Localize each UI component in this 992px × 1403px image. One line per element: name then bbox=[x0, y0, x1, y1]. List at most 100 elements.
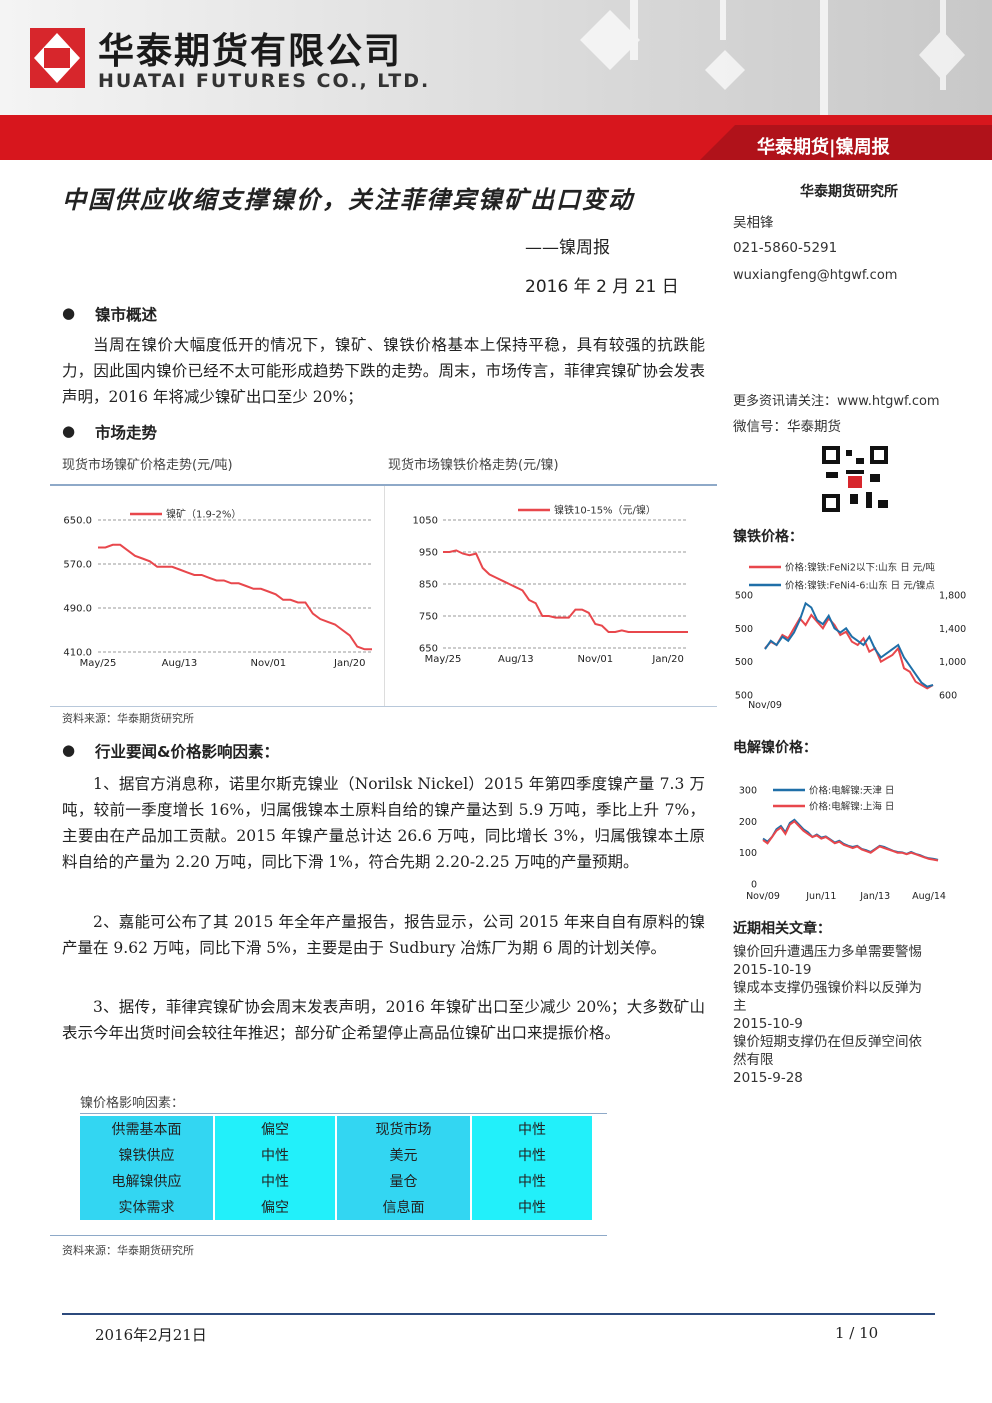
table-row: 实体需求 偏空 信息面 中性 bbox=[80, 1194, 592, 1220]
article-title: 镍成本支撑仍强镍价料以反弹为主 bbox=[733, 980, 922, 1014]
y-tick-label: 500 bbox=[735, 591, 753, 602]
y-tick-label: 1,400 bbox=[939, 624, 966, 635]
y-tick-label: 300 bbox=[739, 786, 757, 797]
y-tick-label: 600 bbox=[939, 691, 957, 702]
table-cell: 现货市场 bbox=[337, 1116, 470, 1142]
paragraph: 当周在镍价大幅度低开的情况下，镍矿、镍铁价格基本上保持平稳，具有较强的抗跌能力，… bbox=[62, 336, 705, 406]
article-date: 2015-10-19 bbox=[733, 962, 812, 978]
rule bbox=[50, 1235, 607, 1236]
factor-table: 供需基本面 偏空 现货市场 中性 镍铁供应 中性 美元 中性 电解镍供应 中性 量仓 中性 实体需求 偏空… bbox=[78, 1116, 594, 1220]
chart: 650 750 850 950 1050 May/25 Aug/13 Nov/01 Jan/20… bbox=[413, 504, 688, 665]
section-heading: 行业要闻&价格影响因素： bbox=[95, 743, 280, 761]
footer-date: 2016年2月21日 bbox=[95, 1326, 207, 1344]
legend-label: 价格:镍铁:FeNi2以下:山东 日 元/吨 bbox=[785, 562, 935, 574]
x-tick-label: Jun/11 bbox=[805, 891, 836, 902]
chart: 500 500 500 500 600 1,000 1,400 1,800 Nov/09 价格:镍… bbox=[735, 562, 966, 712]
rule bbox=[80, 1113, 607, 1114]
phone: 021-5860-5291 bbox=[733, 240, 838, 256]
data-line bbox=[443, 549, 688, 633]
title: 中国供应收缩支撑镍价，关注菲律宾镍矿出口变动 bbox=[62, 185, 634, 214]
rule bbox=[50, 706, 717, 707]
y-tick-label: 1050 bbox=[413, 516, 438, 527]
table-cell: 偏空 bbox=[215, 1194, 335, 1220]
y-tick-label: 100 bbox=[739, 848, 757, 859]
x-tick-label: Nov/09 bbox=[748, 700, 782, 711]
chart: 0 100 200 300 Nov/09 Jun/11 Jan/13 Aug/14 价格:电解镍… bbox=[739, 785, 946, 903]
article-date: 2015-9-28 bbox=[733, 1070, 803, 1086]
table-cell: 信息面 bbox=[337, 1194, 470, 1220]
data-line bbox=[98, 543, 372, 651]
red-band: 华泰期货|镍周报 bbox=[0, 115, 992, 160]
y-tick-label: 850 bbox=[419, 580, 438, 591]
y-tick-label: 570.0 bbox=[63, 560, 92, 571]
table-cell: 供需基本面 bbox=[80, 1116, 213, 1142]
wechat: 微信号：华泰期货 bbox=[733, 419, 841, 435]
table-row: 供需基本面 偏空 现货市场 中性 bbox=[80, 1116, 592, 1142]
header-band: 华泰期货有限公司 HUATAI FUTURES CO., LTD. bbox=[0, 0, 992, 115]
y-tick-label: 1,000 bbox=[939, 657, 966, 668]
footer-rule bbox=[62, 1313, 935, 1315]
x-tick-label: Aug/13 bbox=[498, 654, 534, 665]
y-tick-label: 1,800 bbox=[939, 591, 966, 602]
qr-code bbox=[820, 444, 890, 514]
table-cell: 美元 bbox=[337, 1142, 470, 1168]
article-date: 2015-10-9 bbox=[733, 1016, 803, 1032]
y-tick-label: 950 bbox=[419, 548, 438, 559]
table-cell: 镍铁供应 bbox=[80, 1142, 213, 1168]
chart-gap bbox=[384, 486, 397, 706]
more-info: 更多资讯请关注：www.htgwf.com bbox=[733, 394, 940, 409]
data-line bbox=[762, 819, 939, 862]
legend-label: 镍矿（1.9-2%） bbox=[166, 508, 241, 521]
banner: 华泰期货|镍周报 bbox=[757, 137, 890, 158]
related-title: 近期相关文章： bbox=[733, 921, 831, 937]
x-tick-label: Aug/13 bbox=[162, 658, 198, 669]
bullet: ● bbox=[62, 422, 76, 440]
electro-title: 电解镍价格： bbox=[733, 740, 817, 756]
data-line bbox=[764, 601, 934, 688]
x-tick-label: Nov/01 bbox=[577, 654, 613, 665]
y-tick-label: 500 bbox=[735, 657, 753, 668]
table-row: 电解镍供应 中性 量仓 中性 bbox=[80, 1168, 592, 1194]
y-tick-label: 200 bbox=[739, 817, 757, 828]
y-tick-label: 0 bbox=[751, 880, 757, 891]
table-cell: 中性 bbox=[472, 1142, 592, 1168]
table-cell: 中性 bbox=[472, 1116, 592, 1142]
table-cell: 中性 bbox=[215, 1142, 335, 1168]
y-tick-label: 500 bbox=[735, 624, 753, 635]
x-tick-label: May/25 bbox=[80, 658, 117, 669]
article-title: 镍价回升遭遇压力多单需要警惕 bbox=[733, 944, 922, 960]
chart-title: 现货市场镍矿价格走势(元/吨) bbox=[62, 458, 233, 473]
y-tick-label: 650.0 bbox=[63, 516, 92, 527]
table-caption: 镍价格影响因素： bbox=[80, 1096, 185, 1111]
table-cell: 量仓 bbox=[337, 1168, 470, 1194]
subtitle: ——镍周报 bbox=[525, 238, 610, 258]
x-tick-label: Nov/01 bbox=[251, 658, 287, 669]
banner-tab bbox=[700, 125, 992, 160]
table-cell: 中性 bbox=[215, 1168, 335, 1194]
paragraph: 1、据官方消息称，诺里尔斯克镍业（Norilsk Nickel）2015 年第四… bbox=[62, 775, 705, 871]
legend-label: 价格:电解镍:天津 日 bbox=[809, 785, 894, 797]
table-cell: 电解镍供应 bbox=[80, 1168, 213, 1194]
chart-title: 现货市场镍铁价格走势(元/镍) bbox=[388, 458, 559, 473]
table-row: 镍铁供应 中性 美元 中性 bbox=[80, 1142, 592, 1168]
section-heading: 镍市概述 bbox=[95, 306, 158, 324]
table-cell: 偏空 bbox=[215, 1116, 335, 1142]
paragraph: 2、嘉能可公布了其 2015 年全年产量报告，报告显示，公司 2015 年来自自… bbox=[62, 913, 705, 957]
bullet: ● bbox=[62, 304, 76, 322]
x-tick-label: Jan/20 bbox=[651, 654, 684, 665]
table-cell: 中性 bbox=[472, 1194, 592, 1220]
article-title: 镍价短期支撑仍在但反弹空间依然有限 bbox=[733, 1034, 922, 1068]
analyst: 吴相锋 bbox=[733, 215, 774, 231]
article-list: 镍价回升遭遇压力多单需要警惕 2015-10-19 镍成本支撑仍强镍价料以反弹为主 2… bbox=[733, 943, 933, 1087]
y-tick-label: 650 bbox=[419, 644, 438, 655]
date: 2016 年 2 月 21 日 bbox=[525, 277, 679, 297]
y-tick-label: 500 bbox=[735, 691, 753, 702]
y-tick-label: 490.0 bbox=[63, 604, 92, 615]
institute: 华泰期货研究所 bbox=[800, 184, 898, 200]
legend-label: 价格:电解镍:上海 日 bbox=[809, 801, 894, 813]
email: wuxiangfeng@htgwf.com bbox=[733, 268, 898, 283]
y-tick-label: 750 bbox=[419, 612, 438, 623]
section-heading: 市场走势 bbox=[95, 424, 158, 442]
company-cn: 华泰期货有限公司 bbox=[98, 31, 403, 72]
